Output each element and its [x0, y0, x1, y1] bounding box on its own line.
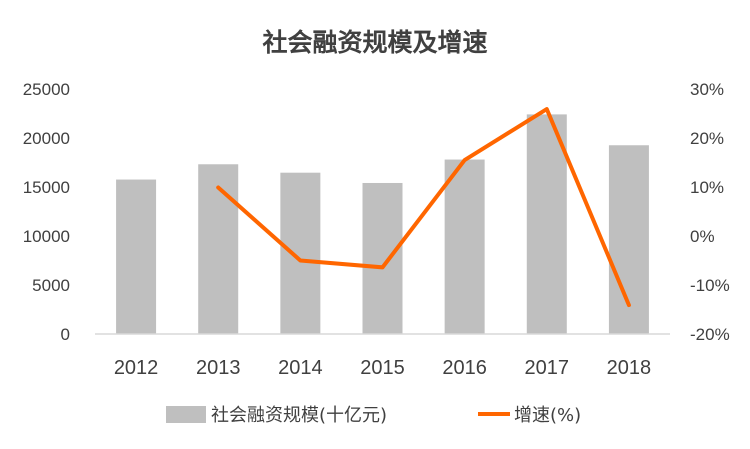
right-tick-label: 10%: [690, 178, 724, 197]
x-tick-label: 2017: [525, 357, 570, 379]
growth-point-2014: [298, 259, 302, 262]
right-tick-label: -10%: [690, 276, 730, 295]
legend: 社会融资规模(十亿元) 增速(%): [166, 405, 581, 426]
growth-line: [216, 107, 631, 308]
right-axis-ticks: -20% -10% 0% 10% 20% 30%: [690, 80, 730, 344]
right-tick-label: 30%: [690, 80, 724, 99]
line-series: [216, 107, 631, 308]
x-tick-label: 2016: [442, 357, 487, 379]
legend-bar-swatch: [166, 406, 206, 423]
x-tick-label: 2015: [360, 357, 405, 379]
right-tick-label: -20%: [690, 325, 730, 344]
x-tick-label: 2013: [196, 357, 241, 379]
growth-point-2017: [545, 107, 549, 111]
x-tick-label: 2012: [114, 357, 159, 379]
growth-point-2018: [627, 303, 631, 307]
bar-2013: [198, 164, 239, 334]
left-tick-label: 25000: [23, 80, 70, 99]
left-tick-label: 0: [61, 325, 70, 344]
x-axis-ticks: 2012 2013 2014 2015 2016 2017 2018: [114, 357, 651, 379]
left-tick-label: 10000: [23, 227, 70, 246]
chart-title: 社会融资规模及增速: [262, 28, 487, 57]
legend-bar-label: 社会融资规模(十亿元): [211, 405, 387, 426]
legend-line-label: 增速(%): [514, 405, 581, 426]
right-tick-label: 0%: [690, 227, 715, 246]
bar-2015: [362, 182, 403, 334]
growth-point-2015: [381, 265, 384, 269]
left-tick-label: 20000: [23, 129, 70, 148]
right-tick-label: 20%: [690, 129, 724, 148]
bar-2017: [526, 114, 567, 334]
left-tick-label: 5000: [32, 276, 70, 295]
growth-point-2013: [216, 185, 220, 189]
x-tick-label: 2018: [607, 357, 652, 379]
x-tick-label: 2014: [278, 357, 323, 379]
growth-point-2016: [463, 158, 467, 162]
bar-series: [116, 114, 649, 334]
bar-2012: [116, 179, 157, 334]
bar-2016: [444, 159, 485, 334]
left-axis-ticks: 0 5000 10000 15000 20000 25000: [23, 80, 70, 344]
left-tick-label: 15000: [23, 178, 70, 197]
bar-2014: [280, 172, 321, 334]
